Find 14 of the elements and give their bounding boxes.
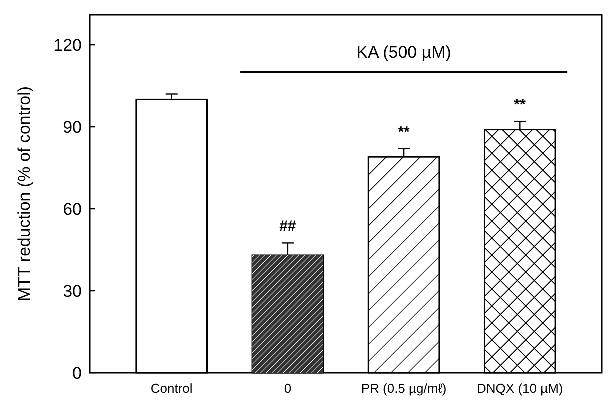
- y-tick-label: 0: [72, 364, 82, 383]
- annotation: **: [514, 96, 526, 114]
- y-tick-label: 60: [63, 200, 82, 219]
- y-axis-title: MTT reduction (% of control): [15, 86, 34, 302]
- x-tick-label: PR (0.5 µg/mℓ): [361, 381, 447, 396]
- x-tick-label: DNQX (10 µM): [477, 381, 564, 396]
- annotation: **: [398, 124, 410, 141]
- y-tick-label: 120: [54, 36, 82, 56]
- annotation: KA (500 µM): [356, 43, 452, 62]
- x-tick-label: Control: [150, 381, 193, 396]
- x-tick-label: 0: [284, 381, 292, 396]
- y-tick-label: 90: [63, 118, 82, 137]
- annotation: ##: [280, 218, 297, 236]
- y-tick-label: 30: [63, 282, 82, 301]
